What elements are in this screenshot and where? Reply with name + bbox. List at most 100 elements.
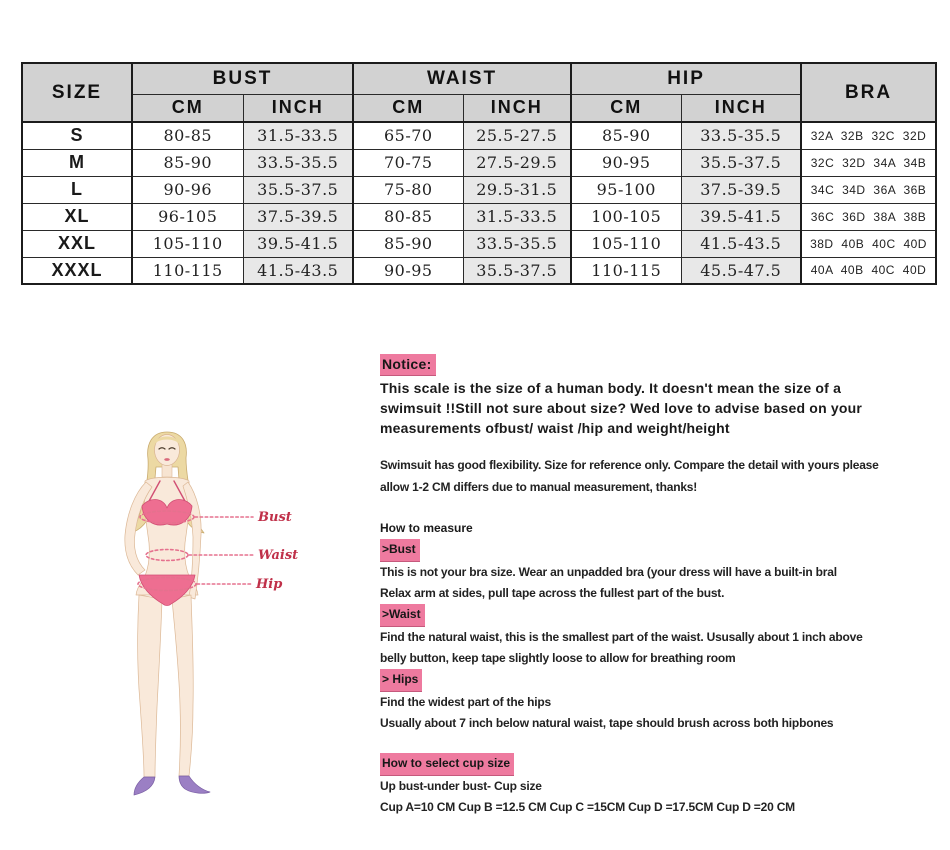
fringe — [155, 436, 179, 444]
header-bra: BRA — [800, 62, 937, 123]
size-value: S — [21, 121, 133, 150]
hip-cm-value: 105-110 — [570, 229, 682, 258]
cup-size-section: How to select cup size Up bust-under bus… — [380, 753, 945, 818]
waist-inch-value: 25.5-27.5 — [462, 121, 572, 150]
reference-line: Swimsuit has good flexibility. Size for … — [380, 458, 879, 472]
notice-line: This scale is the size of a human body. … — [380, 380, 842, 396]
notice-paragraph: This scale is the size of a human body. … — [380, 378, 945, 438]
bust-instruction-line: Relax arm at sides, pull tape across the… — [380, 586, 725, 600]
waist-inch-value: 33.5-35.5 — [462, 229, 572, 258]
waist-measure-ellipse — [145, 548, 189, 562]
hip-cm-value: 85-90 — [570, 121, 682, 150]
table-row-xl: XL 96-105 37.5-39.5 80-85 31.5-33.5 100-… — [21, 202, 937, 231]
header-hip: HIP — [570, 62, 802, 95]
bust-inch-value: 39.5-41.5 — [242, 229, 354, 258]
waist-inch-value: 31.5-33.5 — [462, 202, 572, 231]
header-hip-cm: CM — [570, 93, 682, 123]
hip-cm-value: 90-95 — [570, 148, 682, 177]
bust-highlight: >Bust — [380, 539, 420, 562]
waist-inch-value: 29.5-31.5 — [462, 175, 572, 204]
waist-cm-value: 80-85 — [352, 202, 464, 231]
right-leg — [137, 594, 163, 778]
bust-inch-value: 31.5-33.5 — [242, 121, 354, 150]
waist-highlight: >Waist — [380, 604, 425, 627]
hips-instruction-line: Usually about 7 inch below natural waist… — [380, 716, 834, 730]
waist-inch-value: 27.5-29.5 — [462, 148, 572, 177]
cup-size-title: How to select cup size — [380, 753, 945, 776]
size-chart: SIZE BUST WAIST HIP BRA CM INCH CM INCH … — [21, 62, 938, 285]
cup-size-highlight: How to select cup size — [380, 753, 515, 776]
table-row-xxl: XXL 105-110 39.5-41.5 85-90 33.5-35.5 10… — [21, 229, 937, 258]
table-row-m: M 85-90 33.5-35.5 70-75 27.5-29.5 90-95 … — [21, 148, 937, 177]
header-waist: WAIST — [352, 62, 572, 95]
hip-inch-value: 41.5-43.5 — [680, 229, 802, 258]
bust-cm-value: 96-105 — [131, 202, 244, 231]
hip-inch-value: 35.5-37.5 — [680, 148, 802, 177]
hips-section-label: > Hips — [380, 669, 945, 692]
right-shoe — [133, 776, 156, 796]
hips-highlight: > Hips — [380, 669, 423, 692]
bust-inch-value: 37.5-39.5 — [242, 202, 354, 231]
reference-line: allow 1-2 CM differs due to manual measu… — [380, 480, 698, 494]
instructions-column: Notice: This scale is the size of a huma… — [380, 354, 945, 818]
hip-inch-value: 45.5-47.5 — [680, 256, 802, 285]
bra-value: 32C 32D 34A 34B — [800, 148, 937, 177]
waist-instruction-line: belly button, keep tape slightly loose t… — [380, 651, 736, 665]
hip-cm-value: 95-100 — [570, 175, 682, 204]
bust-cm-value: 105-110 — [131, 229, 244, 258]
hip-figure-label: Hip — [255, 577, 282, 592]
waist-cm-value: 65-70 — [352, 121, 464, 150]
right-eye — [168, 447, 176, 450]
body-measurement-figure: Bust Waist Hip — [124, 431, 298, 796]
notice-heading: Notice: — [380, 354, 945, 376]
hip-inch-value: 33.5-35.5 — [680, 121, 802, 150]
cup-size-line: Cup A=10 CM Cup B =12.5 CM Cup C =15CM C… — [380, 800, 795, 814]
bust-cm-value: 110-115 — [131, 256, 244, 285]
bust-instruction-line: This is not your bra size. Wear an unpad… — [380, 565, 837, 579]
size-value: XXXL — [21, 256, 133, 285]
head — [154, 434, 180, 466]
left-arm — [182, 481, 202, 600]
bra-value: 36C 36D 38A 38B — [800, 202, 937, 231]
bikini-top — [141, 499, 193, 526]
hip-inch-value: 39.5-41.5 — [680, 202, 802, 231]
waist-cm-value: 85-90 — [352, 229, 464, 258]
left-shoe — [178, 775, 211, 794]
table-row-s: S 80-85 31.5-33.5 65-70 25.5-27.5 85-90 … — [21, 121, 937, 150]
bust-cm-value: 80-85 — [131, 121, 244, 150]
notice-line: swimsuit !!Still not sure about size? We… — [380, 400, 863, 416]
how-to-measure-title: How to measure — [380, 521, 473, 535]
bust-inch-value: 33.5-35.5 — [242, 148, 354, 177]
header-waist-inch: INCH — [462, 93, 572, 123]
reference-note: Swimsuit has good flexibility. Size for … — [380, 454, 945, 498]
header-bust: BUST — [130, 62, 354, 95]
hip-measure-ellipse — [137, 576, 197, 592]
waist-inch-value: 35.5-37.5 — [462, 256, 572, 285]
table-row-xxxl: XXXL 110-115 41.5-43.5 90-95 35.5-37.5 1… — [21, 256, 937, 285]
notice-line: measurements ofbust/ waist /hip and weig… — [380, 420, 730, 436]
bust-figure-label: Bust — [257, 510, 292, 525]
waist-section-label: >Waist — [380, 604, 945, 627]
left-leg — [171, 594, 194, 777]
size-chart-table: SIZE BUST WAIST HIP BRA CM INCH CM INCH … — [21, 62, 938, 285]
how-to-measure-section: How to measure >Bust This is not your br… — [380, 518, 945, 734]
size-value: XL — [21, 202, 133, 231]
table-row-l: L 90-96 35.5-37.5 75-80 29.5-31.5 95-100… — [21, 175, 937, 204]
waist-instruction-line: Find the natural waist, this is the smal… — [380, 630, 863, 644]
left-eye — [158, 447, 166, 450]
bust-inch-value: 41.5-43.5 — [242, 256, 354, 285]
header-bust-inch: INCH — [242, 93, 354, 123]
bust-measure-ellipse — [139, 510, 195, 524]
hip-cm-value: 110-115 — [570, 256, 682, 285]
size-value: L — [21, 175, 133, 204]
size-value: XXL — [21, 229, 133, 258]
hip-cm-value: 100-105 — [570, 202, 682, 231]
bra-value: 34C 34D 36A 36B — [800, 175, 937, 204]
header-waist-cm: CM — [352, 93, 464, 123]
bust-section-label: >Bust — [380, 539, 945, 562]
bra-value: 40A 40B 40C 40D — [800, 256, 937, 285]
size-value: M — [21, 148, 133, 177]
bust-inch-value: 35.5-37.5 — [242, 175, 354, 204]
hips-instruction-line: Find the widest part of the hips — [380, 695, 551, 709]
